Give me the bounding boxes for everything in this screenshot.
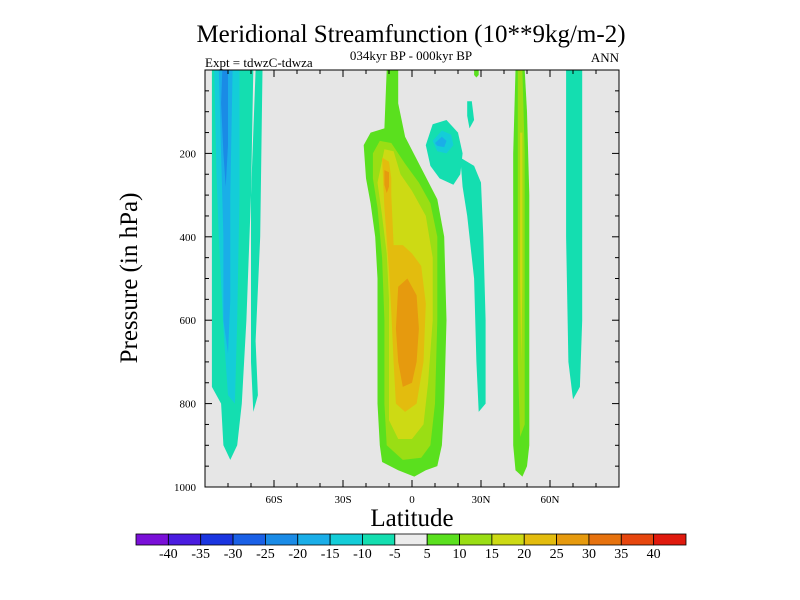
colorbar-box [653, 533, 687, 546]
colorbar-box [232, 533, 266, 546]
axis-ticks [204, 70, 620, 488]
y-tick-label: 400 [180, 232, 197, 244]
chart-title: Meridional Streamfunction (10**9kg/m-2) [196, 21, 625, 48]
colorbar-label: 30 [582, 547, 596, 562]
region-sh-polar-cell-inner [218, 70, 233, 354]
colorbar-box [200, 533, 234, 546]
colorbar-label: 15 [485, 547, 499, 562]
colorbar-label: -20 [288, 547, 307, 562]
colorbar-box [362, 533, 396, 546]
season-label: ANN [591, 50, 620, 65]
colorbar-box [620, 533, 655, 546]
colorbar-box [459, 533, 493, 546]
colorbar-box [329, 533, 363, 546]
colorbar-box [523, 533, 557, 546]
contour-regions [211, 70, 583, 477]
colorbar-label: -30 [224, 547, 243, 562]
region-nh-upper-cell-core [435, 136, 447, 148]
region-top-green-spot [474, 70, 479, 78]
colorbar-label: 25 [550, 547, 564, 562]
y-tick-label: 600 [180, 315, 197, 327]
colorbar-box [394, 533, 428, 546]
chart-subtitle: 034kyr BP - 000kyr BP [350, 48, 472, 63]
region-nh-polar-strip [566, 70, 583, 400]
region-nh-cell-15 [520, 132, 523, 362]
colorbar-box [491, 533, 525, 546]
colorbar-box [135, 533, 169, 546]
colorbar-box [297, 533, 331, 546]
colorbar-box [167, 533, 202, 546]
colorbar-label: 40 [647, 547, 661, 562]
x-tick-label: 60N [541, 494, 560, 506]
colorbar-box [426, 533, 460, 546]
region-tropical-upper-core [384, 170, 389, 193]
colorbar-label: -40 [159, 547, 178, 562]
x-tick-label: 30S [334, 494, 351, 506]
y-tick-label: 1000 [174, 482, 197, 494]
colorbar-label: -35 [191, 547, 210, 562]
region-sh-strip [251, 70, 263, 412]
colorbar-label: -5 [389, 547, 401, 562]
region-nh-strip-mid [460, 157, 486, 412]
x-axis-label: Latitude [370, 505, 453, 532]
colorbar [135, 533, 687, 546]
x-tick-label: 0 [409, 494, 415, 506]
colorbar-labels: -40 -35 -30 -25 -20 -15 -10 -5 5 10 15 20 25 30 35 40 [159, 547, 661, 562]
colorbar-label: 10 [453, 547, 467, 562]
colorbar-box [265, 533, 299, 546]
y-axis-label: Pressure (in hPa) [116, 193, 143, 364]
colorbar-box [556, 533, 590, 546]
colorbar-label: -15 [321, 547, 340, 562]
y-tick-labels: 200 400 600 800 1000 [174, 148, 197, 494]
y-tick-label: 200 [180, 148, 197, 160]
x-tick-labels: 60S 30S 0 30N 60N [265, 494, 559, 506]
colorbar-label: 5 [424, 547, 431, 562]
x-tick-label: 60S [265, 494, 282, 506]
region-nh-small-patch [467, 101, 475, 129]
experiment-label: Expt = tdwzC-tdwza [205, 55, 313, 70]
colorbar-label: 35 [614, 547, 628, 562]
y-tick-label: 800 [180, 399, 197, 411]
x-tick-label: 30N [472, 494, 491, 506]
region-tropical-cell-25 [395, 278, 419, 387]
colorbar-label: 20 [517, 547, 531, 562]
colorbar-box [588, 533, 622, 546]
colorbar-label: -10 [353, 547, 372, 562]
colorbar-label: -25 [256, 547, 275, 562]
region-sh-polar-cell-core [221, 70, 228, 187]
